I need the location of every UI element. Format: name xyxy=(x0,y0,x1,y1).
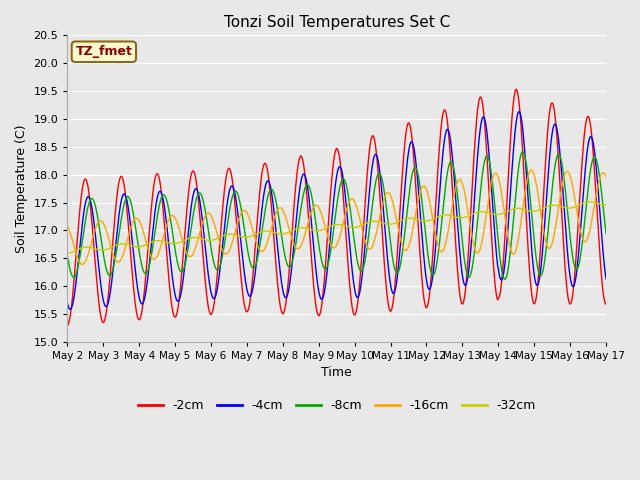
-16cm xyxy=(182,250,190,255)
-32cm xyxy=(434,214,442,220)
-8cm xyxy=(63,252,71,258)
-4cm xyxy=(205,281,213,287)
Line: -32cm: -32cm xyxy=(67,202,606,253)
-8cm xyxy=(519,149,527,155)
-16cm xyxy=(79,262,86,267)
-8cm xyxy=(328,237,336,243)
-2cm xyxy=(328,171,336,177)
-32cm xyxy=(586,199,593,205)
-16cm xyxy=(435,244,442,250)
-8cm xyxy=(205,230,212,236)
-32cm xyxy=(63,251,71,256)
Line: -2cm: -2cm xyxy=(67,89,606,325)
-8cm xyxy=(381,191,388,197)
-32cm xyxy=(205,238,212,243)
-2cm xyxy=(602,301,610,307)
-8cm xyxy=(501,276,509,282)
-32cm xyxy=(553,203,561,208)
-16cm xyxy=(602,174,610,180)
-32cm xyxy=(182,237,189,243)
-2cm xyxy=(381,264,388,270)
-4cm xyxy=(63,300,71,306)
-16cm xyxy=(554,207,562,213)
-8cm xyxy=(434,254,442,260)
Legend: -2cm, -4cm, -8cm, -16cm, -32cm: -2cm, -4cm, -8cm, -16cm, -32cm xyxy=(132,394,541,417)
Text: TZ_fmet: TZ_fmet xyxy=(76,45,132,58)
-4cm xyxy=(602,276,610,282)
Line: -8cm: -8cm xyxy=(67,152,606,279)
Title: Tonzi Soil Temperatures Set C: Tonzi Soil Temperatures Set C xyxy=(223,15,450,30)
-8cm xyxy=(602,231,610,237)
Y-axis label: Soil Temperature (C): Soil Temperature (C) xyxy=(15,124,28,253)
-16cm xyxy=(381,192,389,198)
-4cm xyxy=(67,306,74,312)
-2cm xyxy=(513,86,520,92)
-4cm xyxy=(435,206,442,212)
-32cm xyxy=(328,223,336,228)
-4cm xyxy=(381,230,389,236)
Line: -16cm: -16cm xyxy=(67,170,606,264)
-16cm xyxy=(527,167,535,173)
-2cm xyxy=(205,306,212,312)
-4cm xyxy=(515,108,523,114)
-8cm xyxy=(554,152,562,157)
-2cm xyxy=(182,222,189,228)
-32cm xyxy=(381,221,388,227)
-4cm xyxy=(329,205,337,211)
X-axis label: Time: Time xyxy=(321,367,352,380)
-2cm xyxy=(434,169,442,175)
-32cm xyxy=(602,202,610,208)
-4cm xyxy=(182,248,190,254)
-2cm xyxy=(63,322,71,328)
-16cm xyxy=(63,223,71,228)
-16cm xyxy=(205,211,213,216)
-16cm xyxy=(329,245,337,251)
-2cm xyxy=(554,141,561,146)
-8cm xyxy=(182,260,189,265)
-4cm xyxy=(554,134,562,140)
Line: -4cm: -4cm xyxy=(67,111,606,309)
